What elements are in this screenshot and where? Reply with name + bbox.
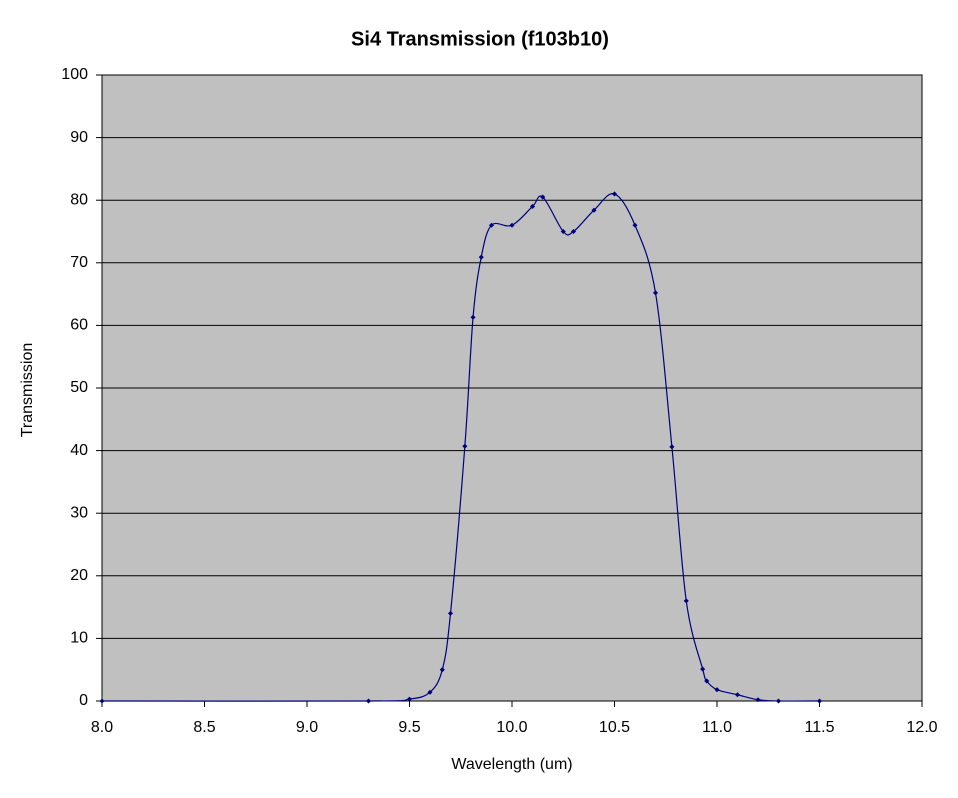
x-tick-label: 11.5 (805, 719, 835, 736)
marker (775, 698, 782, 704)
marker (714, 687, 720, 693)
x-tick-label: 9.0 (296, 719, 318, 736)
marker (488, 222, 495, 228)
y-tick-label: 20 (70, 567, 88, 584)
y-tick-label: 70 (70, 254, 88, 271)
x-tick-label: 8.5 (193, 719, 215, 736)
x-tick-label: 9.5 (398, 719, 420, 736)
y-tick-label: 100 (61, 66, 88, 83)
marker (704, 678, 710, 684)
marker (470, 314, 476, 320)
y-tick-label: 10 (70, 630, 88, 647)
y-tick-label: 90 (70, 129, 88, 146)
y-axis-label: Transmission (19, 343, 36, 438)
marker (755, 697, 761, 703)
marker (462, 443, 468, 449)
marker (734, 692, 741, 698)
marker (816, 698, 823, 704)
y-tick-label: 80 (70, 191, 88, 208)
x-tick-label: 12.0 (906, 719, 937, 736)
marker (427, 689, 433, 695)
y-tick-label: 30 (70, 504, 88, 521)
y-tick-label: 40 (70, 442, 88, 459)
y-tick-label: 0 (79, 692, 88, 709)
plot-border (101, 74, 923, 702)
x-tick-label: 10.0 (496, 719, 527, 736)
chart-title: Si4 Transmission (f103b10) (351, 28, 609, 50)
x-tick-label: 8.0 (91, 719, 113, 736)
y-tick-label: 60 (70, 317, 88, 334)
x-tick-label: 11.0 (702, 719, 732, 736)
x-tick-label: 10.5 (599, 719, 630, 736)
y-tick-label: 50 (70, 379, 88, 396)
marker (652, 290, 659, 296)
x-axis-label: Wavelength (um) (451, 756, 572, 773)
